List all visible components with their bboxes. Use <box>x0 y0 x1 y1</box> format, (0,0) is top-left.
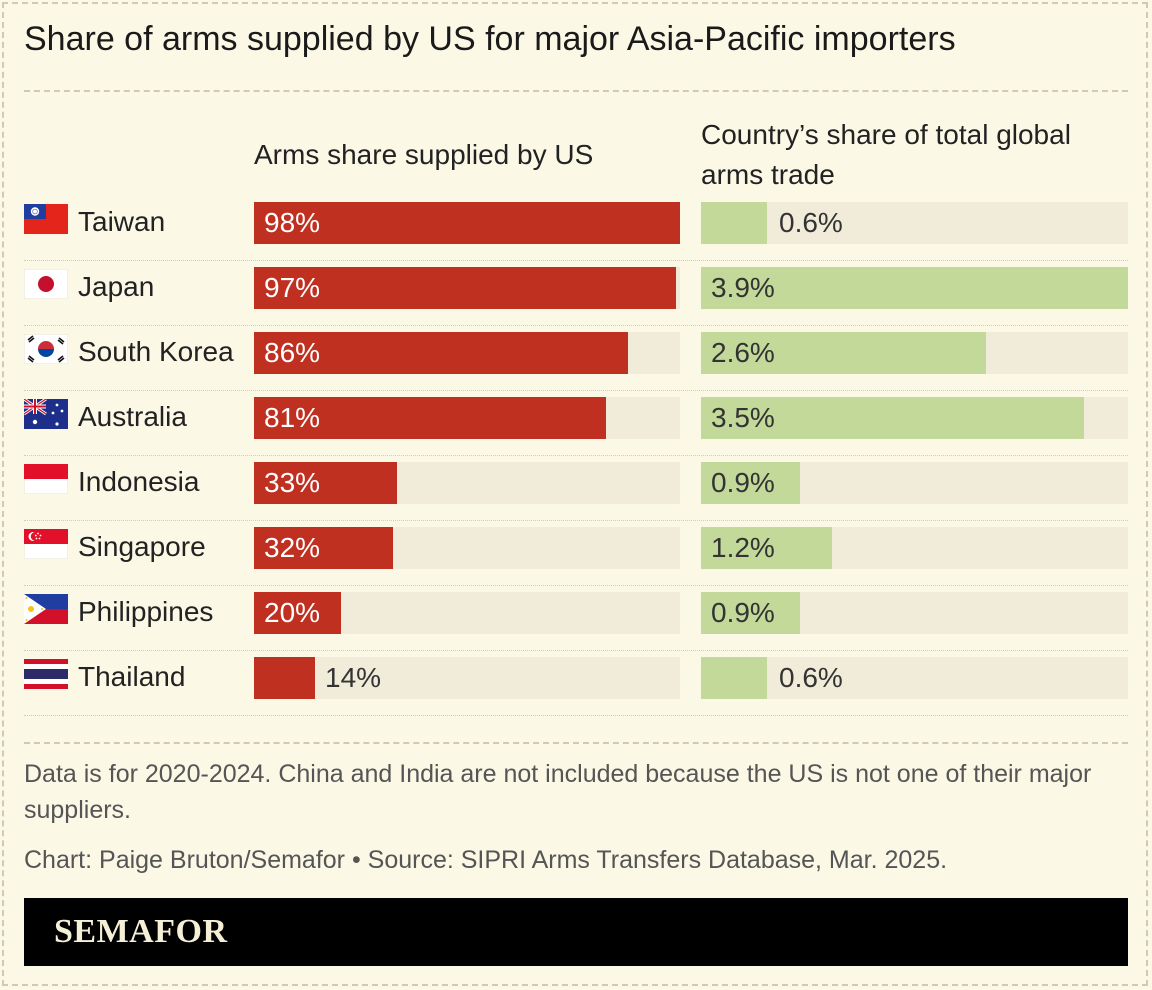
global-share-column-header: Country’s share of total global arms tra… <box>701 119 1071 190</box>
row-divider <box>24 650 1128 651</box>
global-share-track: 1.2% <box>701 527 1128 569</box>
country-label: South Korea <box>78 336 234 367</box>
global-share-bar <box>701 267 1128 309</box>
country-label: Thailand <box>78 661 186 692</box>
row-philippines: Philippines 20% 0.9% <box>24 592 1128 657</box>
us-share-track: 33% <box>254 462 680 504</box>
row-divider <box>24 325 1128 326</box>
global-share-bar <box>701 332 986 374</box>
us-share-value: 98% <box>264 207 321 238</box>
row-divider <box>24 390 1128 391</box>
row-south-korea: South Korea 86% 2.6% <box>23 332 1128 397</box>
global-share-bar <box>701 397 1084 439</box>
row-divider <box>24 260 1128 261</box>
global-share-bar <box>701 527 832 569</box>
country-label: Singapore <box>78 531 206 562</box>
us-share-column-header: Arms share supplied by US <box>254 139 594 170</box>
us-share-bar <box>254 397 606 439</box>
us-share-bar <box>254 592 341 634</box>
us-share-track: 14% <box>254 657 680 699</box>
us-share-value: 32% <box>264 532 321 563</box>
footer-divider <box>24 742 1128 744</box>
us-share-value: 33% <box>264 467 321 498</box>
us-share-track: 98% <box>254 202 680 244</box>
row-taiwan: Taiwan 98% 0.6% <box>24 202 1128 267</box>
south-korea-flag-icon <box>23 333 69 365</box>
philippines-flag-icon <box>24 594 68 624</box>
us-share-value: 20% <box>264 597 321 628</box>
singapore-flag-icon <box>23 528 69 560</box>
global-share-value: 0.6% <box>779 662 843 693</box>
row-divider <box>24 715 1128 716</box>
us-share-value: 14% <box>325 662 382 693</box>
us-share-bar <box>254 202 680 244</box>
country-label: Australia <box>78 401 187 432</box>
global-share-track: 0.6% <box>701 657 1128 699</box>
global-share-track: 0.9% <box>701 462 1128 504</box>
global-share-value: 0.9% <box>711 467 775 498</box>
us-share-bar <box>254 462 397 504</box>
global-share-track: 3.5% <box>701 397 1128 439</box>
indonesia-flag-icon <box>23 463 69 495</box>
country-label: Japan <box>78 271 155 302</box>
row-thailand: Thailand 14% 0.6% <box>24 657 1128 722</box>
us-share-value: 86% <box>264 337 321 368</box>
taiwan-flag-icon <box>24 204 68 234</box>
chart-title: Share of arms supplied by US for major A… <box>24 20 956 58</box>
country-label: Taiwan <box>78 206 166 237</box>
country-label: Philippines <box>78 596 214 627</box>
global-share-track: 3.9% <box>701 267 1128 309</box>
global-share-bar <box>701 657 767 699</box>
global-share-value: 0.6% <box>779 207 843 238</box>
global-share-value: 3.9% <box>711 272 775 303</box>
global-share-value: 3.5% <box>711 402 775 433</box>
global-share-bar <box>701 592 800 634</box>
global-share-track: 0.9% <box>701 592 1128 634</box>
global-share-value: 1.2% <box>711 532 775 563</box>
us-share-track: 86% <box>254 332 680 374</box>
brand-bar: SEMAFOR <box>24 898 1128 966</box>
us-share-value: 97% <box>264 272 321 303</box>
japan-flag-icon <box>23 268 69 300</box>
source-credit: Chart: Paige Bruton/Semafor • Source: SI… <box>24 846 948 874</box>
us-share-bar <box>254 267 676 309</box>
us-share-track: 20% <box>254 592 680 634</box>
global-share-track: 0.6% <box>701 202 1128 244</box>
australia-flag-icon <box>23 397 68 429</box>
row-indonesia: Indonesia 33% 0.9% <box>23 462 1128 527</box>
row-divider <box>24 520 1128 521</box>
thailand-flag-icon <box>24 659 68 689</box>
global-share-value: 0.9% <box>711 597 775 628</box>
country-label: Indonesia <box>78 466 200 497</box>
global-share-value: 2.6% <box>711 337 775 368</box>
global-share-track: 2.6% <box>701 332 1128 374</box>
us-share-bar <box>254 657 315 699</box>
footnote: Data is for 2020-2024. China and India a… <box>24 760 1092 824</box>
row-japan: Japan 97% 3.9% <box>23 267 1128 332</box>
row-singapore: Singapore 32% 1.2% <box>23 527 1128 592</box>
us-share-track: 97% <box>254 267 680 309</box>
global-share-bar <box>701 462 800 504</box>
us-share-track: 32% <box>254 527 680 569</box>
title-divider <box>24 90 1128 92</box>
row-divider <box>24 455 1128 456</box>
us-share-bar <box>254 527 393 569</box>
us-share-track: 81% <box>254 397 680 439</box>
us-share-bar <box>254 332 628 374</box>
global-share-bar <box>701 202 767 244</box>
row-australia: Australia 81% 3.5% <box>23 397 1128 462</box>
row-divider <box>24 585 1128 586</box>
semafor-logo: SEMAFOR <box>54 913 228 950</box>
us-share-value: 81% <box>264 402 321 433</box>
